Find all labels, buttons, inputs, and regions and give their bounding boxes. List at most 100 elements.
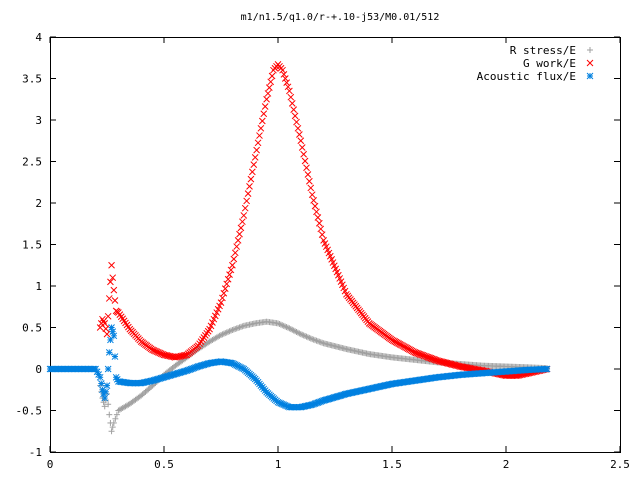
data-point xyxy=(290,327,297,334)
y-tick-label: 1 xyxy=(35,280,42,293)
data-point xyxy=(101,403,108,410)
data-point xyxy=(258,117,266,125)
y-tick-label: 1.5 xyxy=(22,239,42,252)
data-point xyxy=(105,401,112,408)
data-point xyxy=(288,100,296,107)
data-point xyxy=(253,146,260,154)
data-point xyxy=(214,305,222,313)
data-point xyxy=(102,325,110,333)
data-point xyxy=(280,70,288,78)
data-point xyxy=(103,382,111,389)
data-point xyxy=(277,321,284,328)
data-point xyxy=(459,363,467,371)
data-point xyxy=(465,364,472,372)
data-point xyxy=(241,204,249,212)
data-point xyxy=(104,365,112,373)
data-point xyxy=(222,330,229,337)
data-point xyxy=(301,157,309,165)
data-point xyxy=(237,224,245,232)
data-point xyxy=(267,78,275,86)
x-tick-label: 1.5 xyxy=(382,458,402,471)
data-point xyxy=(96,373,104,381)
data-point xyxy=(246,183,253,190)
data-point xyxy=(290,106,298,113)
legend-label: Acoustic flux/E xyxy=(477,70,576,83)
data-point xyxy=(310,336,317,343)
data-point xyxy=(210,315,218,323)
data-point xyxy=(303,164,310,172)
data-point xyxy=(296,131,303,138)
data-point xyxy=(105,295,113,302)
data-point xyxy=(467,365,475,372)
data-point xyxy=(230,255,238,263)
y-axis-ticks: -1 -0.5 0 0.5 1 1.5 2 2.5 3 3.5 4 xyxy=(16,31,620,459)
data-point xyxy=(236,324,243,331)
data-point xyxy=(226,328,233,335)
data-point xyxy=(109,328,117,336)
y-tick-label: -1 xyxy=(29,446,42,459)
data-point xyxy=(307,184,315,192)
data-point xyxy=(263,95,270,103)
y-tick-label: 2.5 xyxy=(22,156,42,169)
data-point xyxy=(110,286,118,294)
data-point xyxy=(220,330,227,337)
data-point xyxy=(234,236,242,244)
data-point xyxy=(207,322,215,330)
data-point xyxy=(314,214,322,221)
data-point xyxy=(101,394,109,402)
data-point xyxy=(251,153,259,161)
data-point xyxy=(219,331,226,338)
data-point xyxy=(316,338,323,345)
data-point xyxy=(299,331,306,338)
data-point xyxy=(111,297,119,304)
data-point xyxy=(284,83,292,91)
data-point xyxy=(307,335,314,342)
data-point xyxy=(304,334,311,341)
data-point xyxy=(260,110,268,118)
data-point xyxy=(279,66,286,74)
data-point xyxy=(206,325,213,333)
data-point xyxy=(102,388,110,396)
data-point xyxy=(312,337,319,344)
data-point xyxy=(108,324,115,331)
data-point xyxy=(235,324,242,331)
data-point xyxy=(281,75,289,82)
data-point xyxy=(108,428,115,435)
data-point xyxy=(289,326,296,333)
data-point xyxy=(314,338,321,345)
data-point xyxy=(236,230,243,238)
data-point xyxy=(113,411,120,418)
x-tick-label: 0.5 xyxy=(154,458,174,471)
data-point xyxy=(313,337,320,344)
data-point xyxy=(219,294,226,302)
data-point xyxy=(298,144,306,151)
data-point xyxy=(462,364,470,371)
data-point xyxy=(254,139,262,147)
data-point xyxy=(230,326,237,333)
data-point xyxy=(218,331,224,338)
data-point xyxy=(227,327,234,334)
data-point xyxy=(109,424,116,431)
data-point xyxy=(244,190,252,198)
data-point xyxy=(293,118,300,126)
data-point xyxy=(282,323,289,330)
data-point xyxy=(213,309,221,316)
chart-title: m1/n1.5/q1.0/r-+.10-j53/M0.01/512 xyxy=(241,12,440,23)
data-point xyxy=(284,324,291,331)
data-point xyxy=(106,411,113,418)
data-point xyxy=(217,299,225,306)
legend-marker xyxy=(587,47,593,53)
data-point xyxy=(229,261,236,269)
data-point xyxy=(303,333,310,340)
legend-marker xyxy=(586,72,594,80)
data-point xyxy=(237,323,244,330)
y-tick-label: 0.5 xyxy=(22,322,42,335)
x-tick-label: 1 xyxy=(275,458,282,471)
data-point xyxy=(276,320,283,327)
data-point xyxy=(223,280,231,288)
data-point xyxy=(110,419,117,426)
data-point xyxy=(112,415,119,422)
data-point xyxy=(211,312,219,320)
